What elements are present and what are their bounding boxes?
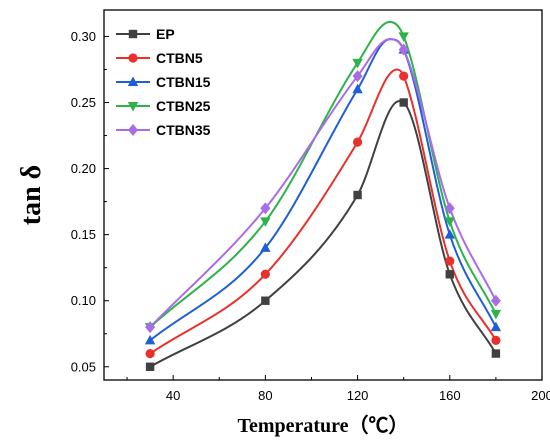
x-axis: 40 80 120 160 200 — [126, 375, 550, 403]
data-point-ctbn5 — [491, 335, 501, 345]
legend-label-ctbn35: CTBN35 — [156, 122, 211, 138]
data-point-ctbn35 — [398, 43, 409, 56]
series-line-ctbn25 — [149, 20, 497, 328]
data-point-ctbn35 — [352, 70, 363, 83]
markers-layer — [144, 32, 502, 371]
data-point-ctbn35 — [260, 202, 271, 215]
legend-marker-ep — [128, 29, 138, 39]
y-axis-title: tan δ — [16, 165, 47, 225]
y-tick-label: 0.30 — [71, 29, 96, 44]
legend-marker-ctbn5 — [128, 53, 138, 63]
data-point-ep — [399, 98, 408, 107]
data-point-ep — [491, 349, 501, 358]
legend-marker-ctbn35 — [128, 124, 138, 136]
data-point-ctbn5 — [445, 256, 455, 266]
data-point-ctbn5 — [399, 71, 409, 81]
y-tick-label: 0.20 — [71, 161, 96, 176]
data-point-ctbn15 — [444, 229, 455, 239]
legend-label-ep: EP — [156, 26, 175, 42]
plot-frame — [103, 9, 543, 381]
data-point-ctbn15 — [260, 242, 271, 252]
data-point-ctbn5 — [145, 348, 155, 359]
legend-marker-ctbn25 — [127, 102, 139, 112]
data-point-ep — [145, 362, 155, 371]
legend-label-ctbn5: CTBN5 — [156, 50, 203, 66]
data-point-ctbn25 — [398, 32, 409, 42]
data-point-ctbn15 — [490, 321, 502, 332]
data-point-ep — [353, 190, 362, 200]
y-tick-label: 0.25 — [71, 95, 96, 110]
legend-label-ctbn15: CTBN15 — [156, 74, 211, 90]
x-tick-label: 80 — [258, 388, 272, 403]
data-point-ctbn35 — [444, 202, 455, 215]
data-point-ctbn5 — [260, 269, 270, 279]
y-tick-label: 0.10 — [71, 293, 96, 308]
data-point-ctbn25 — [490, 309, 502, 320]
x-tick-label: 40 — [166, 388, 180, 403]
data-point-ctbn5 — [352, 137, 363, 147]
data-point-ctbn15 — [352, 83, 363, 94]
data-point-ctbn35 — [145, 321, 156, 334]
legend-label-ctbn25: CTBN25 — [156, 98, 211, 114]
data-point-ep — [261, 296, 270, 305]
y-tick-label: 0.15 — [71, 227, 96, 242]
series-line-ep — [149, 100, 497, 368]
x-tick-label: 120 — [347, 388, 369, 403]
data-point-ctbn25 — [352, 58, 363, 69]
y-tick-label: 0.05 — [71, 359, 96, 374]
y-axis: 0.05 0.10 0.15 0.20 0.25 0.30 — [71, 29, 109, 374]
data-point-ctbn25 — [260, 217, 271, 227]
legend: EP CTBN5 CTBN15 CTBN25 CTBN35 — [116, 26, 211, 138]
data-point-ctbn35 — [490, 294, 501, 307]
legend-marker-ctbn15 — [127, 76, 139, 86]
x-axis-title: Temperature（℃） — [237, 414, 408, 437]
data-point-ctbn15 — [144, 334, 156, 345]
x-tick-label: 200 — [531, 388, 550, 403]
data-point-ep — [445, 270, 454, 279]
x-tick-label: 160 — [439, 388, 461, 403]
data-point-ctbn25 — [444, 217, 455, 227]
